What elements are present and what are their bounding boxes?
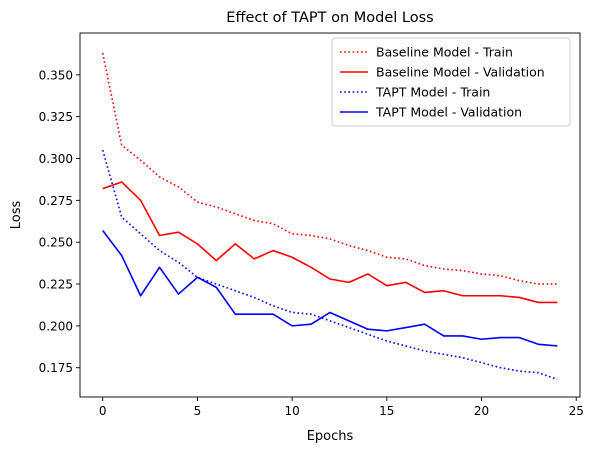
y-tick-label: 0.300: [39, 152, 73, 166]
y-tick-label: 0.250: [39, 236, 73, 250]
legend: Baseline Model - Train Baseline Model - V…: [331, 37, 571, 127]
chart-title: Effect of TAPT on Model Loss: [226, 10, 433, 26]
series-layer: [101, 52, 558, 381]
x-tick-label: 20: [474, 404, 489, 418]
x-tick-label: 5: [194, 404, 202, 418]
x-tick-label: 0: [99, 404, 107, 418]
y-tick-label: 0.350: [39, 68, 73, 82]
y-tick-label: 0.225: [39, 278, 73, 292]
plot-frame: [79, 32, 581, 398]
y-tick-label: 0.175: [39, 361, 73, 375]
y-tick-label: 0.325: [39, 110, 73, 124]
axes-layer: 0 5 10 15 20 25 0.175 0.200 0.225 0.250 0.275 0.300…: [39, 32, 584, 418]
series-line-3: [101, 149, 558, 381]
legend-label: Baseline Model - Train: [376, 45, 513, 60]
x-tick-label: 10: [284, 404, 299, 418]
y-axis-label: Loss: [9, 201, 24, 230]
series-line-2: [102, 181, 558, 304]
x-axis-label: Epochs: [307, 429, 354, 444]
x-tick-label: 25: [569, 404, 584, 418]
series-line-4: [102, 229, 558, 347]
legend-label: Baseline Model - Validation: [376, 65, 545, 80]
x-tick-label: 15: [379, 404, 394, 418]
y-tick-label: 0.275: [39, 194, 73, 208]
y-tick-label: 0.200: [39, 319, 73, 333]
series-line-1: [101, 52, 558, 285]
legend-box: [331, 37, 571, 127]
legend-label: TAPT Model - Validation: [375, 105, 522, 120]
legend-label: TAPT Model - Train: [375, 85, 490, 100]
